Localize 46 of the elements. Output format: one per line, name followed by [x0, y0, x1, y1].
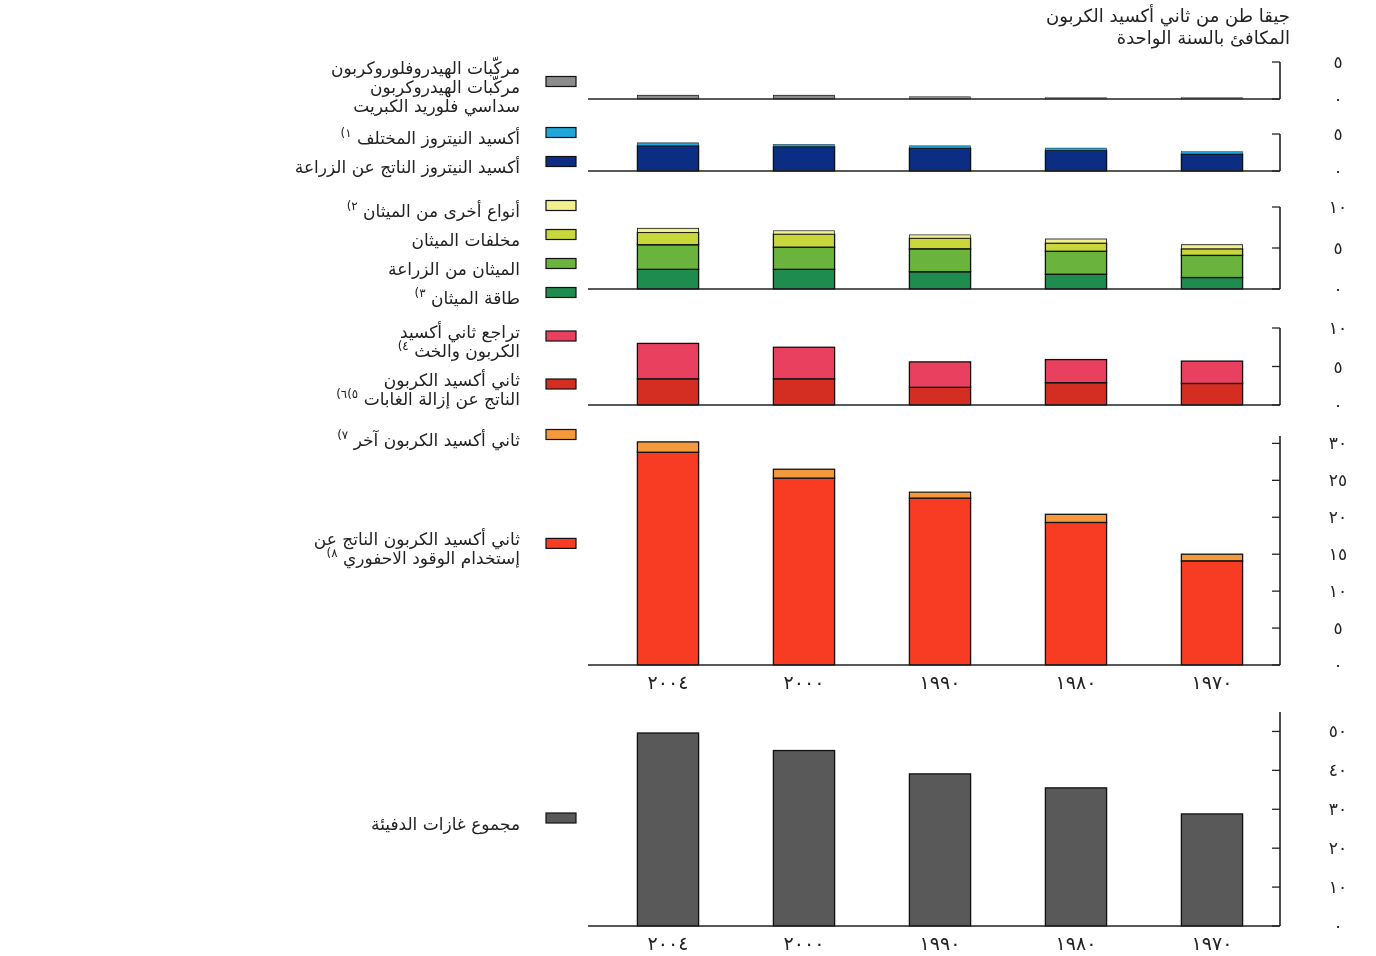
y-tick-label: ٢٥ [1328, 470, 1348, 491]
legend-label: ثاني أكسيد الكربون آخر $^{٧)}$ [337, 428, 521, 451]
y-tick-label: ١٠ [1328, 877, 1348, 898]
x-tick-label: ٢٠٠٤ [647, 932, 689, 954]
y-tick-label: ٥ [1333, 238, 1343, 258]
chart-title: جيقا طن من ثاني أكسيد الكربون المكافئ بالسنة الواحدة [1045, 4, 1290, 49]
x-tick-label: ١٩٧٠ [1191, 932, 1233, 954]
legend-label: طاقة الميثان $^{٣)}$ [414, 286, 520, 308]
x-tick-label: ٢٠٠٠ [783, 932, 825, 954]
y-tick-label: ٢٠ [1328, 838, 1348, 859]
y-tick-label: ١٠ [1328, 581, 1348, 602]
y-tick-label: ٥ [1333, 52, 1343, 72]
y-tick-label: ١٠ [1328, 318, 1348, 338]
legend-label: مخلفات الميثان [411, 230, 520, 250]
x-tick-label: ١٩٩٠ [919, 671, 961, 693]
legend-label: أكسيد النيتروز الناتج عن الزراعة [294, 156, 520, 178]
y-tick-label: ٥٠ [1328, 721, 1348, 742]
x-tick-label: ١٩٨٠ [1055, 671, 1097, 693]
y-tick-label: ٤٠ [1328, 760, 1348, 781]
legend-label: أنواع أخرى من الميثان $^{٢)}$ [346, 199, 520, 222]
y-tick-label: ٠ [1333, 916, 1343, 936]
y-tick-label: ١٠ [1328, 197, 1348, 217]
y-tick-label: ٠ [1333, 655, 1343, 675]
y-tick-label: ٠ [1333, 395, 1343, 415]
legend-label: الميثان من الزراعة [388, 259, 520, 279]
legend-label: مجموع غازات الدفيئة [371, 813, 520, 835]
x-tick-label: ١٩٧٠ [1191, 671, 1233, 693]
y-tick-label: ٥ [1333, 618, 1343, 639]
y-tick-label: ١٥ [1328, 544, 1348, 565]
y-tick-label: ٥ [1333, 356, 1343, 377]
y-tick-label: ٢٠ [1328, 507, 1348, 528]
x-tick-label: ١٩٩٠ [919, 932, 961, 954]
y-tick-label: ٠ [1333, 161, 1343, 181]
x-tick-label: ١٩٨٠ [1055, 932, 1097, 954]
y-tick-label: ٠ [1333, 279, 1343, 299]
y-tick-label: ٥ [1333, 124, 1343, 144]
x-tick-label: ٢٠٠٠ [783, 671, 825, 693]
legend-label: مركّبات الهيدروفلوروكربون مركّبات الهيدروكربون سداسي فلوريد الكبريت [331, 56, 520, 117]
legend-label: أكسيد النيتروز المختلف $^{١)}$ [340, 126, 520, 148]
y-tick-label: ٣٠ [1328, 433, 1348, 454]
legend-label: ثاني أكسيد الكربون الناتج عن إستخدام الوقود الاحفوري $^{٨)}$ [313, 528, 521, 570]
y-tick-label: ٠ [1333, 89, 1343, 109]
legend-label: ثاني أكسيد الكربون الناتج عن إزالة الغابات $^{٥)٦)}$ [336, 369, 521, 410]
legend-label: تراجع ثاني أكسيد الكربون والخث $^{٤)}$ [397, 321, 521, 361]
y-tick-label: ٣٠ [1328, 799, 1348, 820]
x-tick-label: ٢٠٠٤ [647, 671, 689, 693]
